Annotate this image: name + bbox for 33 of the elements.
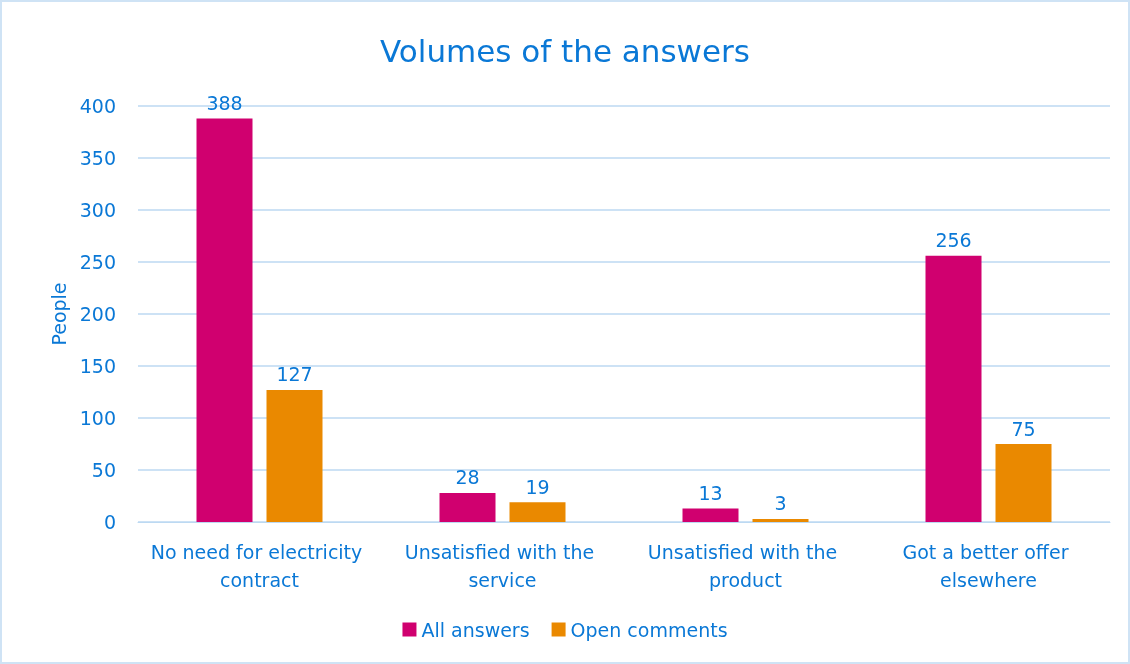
data-label: 388 <box>206 91 243 114</box>
data-label: 256 <box>935 229 972 252</box>
data-label: 19 <box>525 475 550 498</box>
bar <box>995 444 1052 522</box>
bar <box>509 502 566 522</box>
y-tick-label: 100 <box>79 407 116 429</box>
legend-label: Open comments <box>570 618 728 641</box>
bar <box>682 508 739 522</box>
x-tick-label: Got a better offer elsewhere <box>902 541 1075 591</box>
y-tick-label: 50 <box>91 459 116 481</box>
bar <box>925 255 982 522</box>
data-label: 127 <box>276 363 313 386</box>
chart-title: Volumes of the answers <box>380 32 750 69</box>
x-tick-label: Unsatisfied with the product <box>647 541 844 591</box>
bar <box>266 389 323 522</box>
y-tick-label: 300 <box>79 199 116 221</box>
bar <box>439 492 496 522</box>
y-tick-label: 400 <box>79 95 116 117</box>
data-label: 28 <box>455 466 480 489</box>
y-tick-label: 150 <box>79 355 116 377</box>
y-axis-title: People <box>47 282 70 346</box>
data-label: 75 <box>1011 417 1036 440</box>
data-label: 13 <box>698 481 723 504</box>
x-tick-label: Unsatisfied with the service <box>404 541 601 591</box>
bar <box>196 118 253 522</box>
bar <box>752 518 809 522</box>
legend-label: All answers <box>421 618 530 641</box>
data-label: 3 <box>774 492 787 515</box>
y-tick-label: 350 <box>79 147 116 169</box>
y-tick-label: 200 <box>79 303 116 325</box>
y-tick-label: 0 <box>103 511 116 533</box>
y-tick-label: 250 <box>79 251 116 273</box>
x-tick-label: No need for electricity contract <box>150 541 369 591</box>
